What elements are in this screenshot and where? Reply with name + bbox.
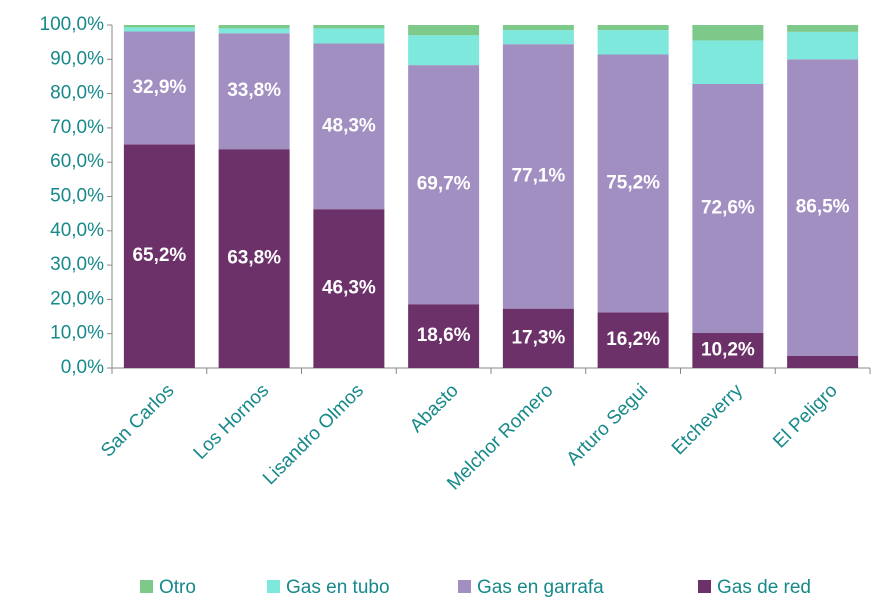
x-tick-label: Etcheverry (668, 380, 747, 459)
bar-segment (123, 25, 195, 28)
bar-segment (787, 355, 859, 368)
data-label: 48,3% (322, 115, 376, 136)
y-tick-label: 70,0% (50, 117, 104, 138)
bar-segment (692, 83, 764, 334)
data-label: 72,6% (701, 198, 755, 219)
bar-segment (502, 30, 574, 45)
bar-segment (408, 35, 480, 66)
bar-segment (313, 28, 385, 44)
y-tick-label: 100,0% (40, 14, 105, 35)
bar-segment (787, 31, 859, 60)
x-tick-label: El Peligro (769, 380, 841, 452)
bar-segment (597, 54, 669, 313)
bar-segment (218, 28, 290, 34)
bar-segment (218, 33, 290, 150)
data-label: 16,2% (606, 329, 660, 350)
data-label: 18,6% (417, 325, 471, 346)
y-tick-label: 40,0% (50, 220, 104, 241)
bar-segment (408, 304, 480, 368)
legend-label: Gas de red (717, 577, 811, 598)
bar-segment (123, 31, 195, 145)
bar-segment (218, 149, 290, 368)
x-tick-label: Lisandro Olmos (259, 380, 368, 489)
bar-segment (597, 30, 669, 55)
bar-segment (313, 25, 385, 29)
bar-segment (502, 25, 574, 31)
bar-segment (408, 25, 480, 36)
bar-segment (787, 25, 859, 32)
legend-swatch (140, 580, 153, 593)
x-tick-label: Arturo Segui (563, 380, 653, 470)
x-tick-label: San Carlos (97, 380, 178, 461)
data-label: 75,2% (606, 172, 660, 193)
data-label: 63,8% (227, 248, 281, 269)
data-label: 46,3% (322, 278, 376, 299)
bar-segment (597, 312, 669, 368)
data-label: 17,3% (511, 327, 565, 348)
y-tick-label: 20,0% (50, 288, 104, 309)
x-tick-label: Los Hornos (190, 380, 274, 464)
bar-segment (313, 209, 385, 368)
bar-segment (692, 40, 764, 84)
data-label: 10,2% (701, 340, 755, 361)
bar-segment (597, 25, 669, 31)
data-label: 33,8% (227, 80, 281, 101)
y-tick-label: 0,0% (61, 357, 104, 378)
y-tick-label: 10,0% (50, 323, 104, 344)
legend-swatch (267, 580, 280, 593)
bar-segment (123, 144, 195, 368)
bar-segment (123, 27, 195, 32)
bar-segment (313, 43, 385, 210)
y-tick-label: 60,0% (50, 151, 104, 172)
y-tick-label: 30,0% (50, 254, 104, 275)
bar-segment (502, 44, 574, 309)
bar-segment (692, 25, 764, 41)
y-tick-label: 50,0% (50, 186, 104, 207)
bar-segment (502, 308, 574, 368)
data-label: 77,1% (511, 165, 565, 186)
legend-swatch (458, 580, 471, 593)
data-label: 65,2% (132, 245, 186, 266)
bar-segment (218, 25, 290, 29)
legend-swatch (698, 580, 711, 593)
x-tick-label: Abasto (406, 380, 463, 437)
y-tick-label: 80,0% (50, 83, 104, 104)
legend-label: Gas en garrafa (477, 577, 604, 598)
legend-label: Gas en tubo (286, 577, 390, 598)
bar-segment (408, 65, 480, 305)
data-label: 86,5% (796, 197, 850, 218)
y-tick-label: 90,0% (50, 48, 104, 69)
bar-segment (692, 333, 764, 368)
bar-segment (787, 59, 859, 356)
data-label: 32,9% (132, 77, 186, 98)
legend-label: Otro (159, 577, 196, 598)
data-label: 69,7% (417, 174, 471, 195)
